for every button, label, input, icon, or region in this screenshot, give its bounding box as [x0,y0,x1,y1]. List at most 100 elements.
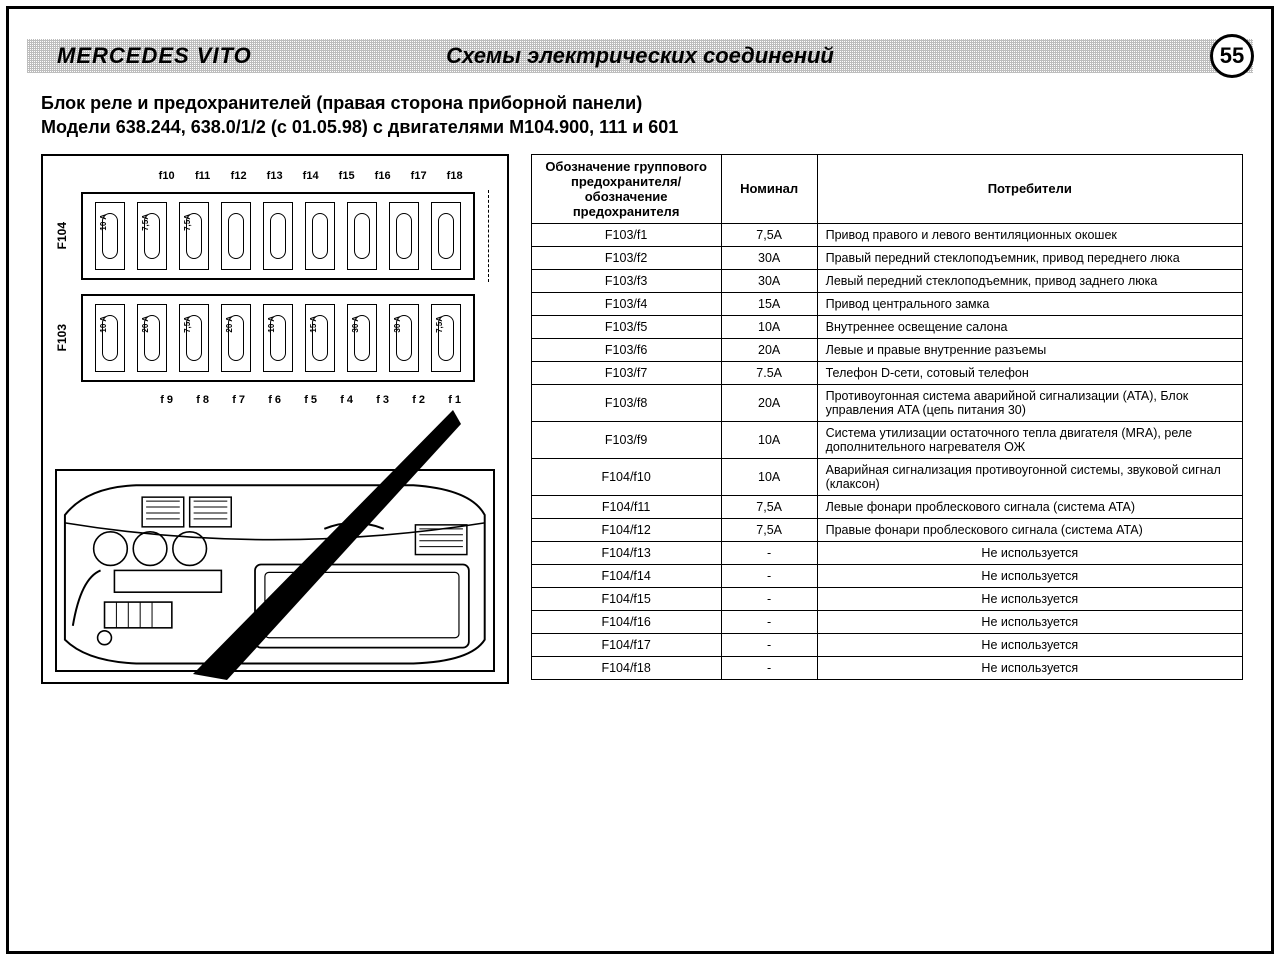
cell-designation: F104/f12 [531,518,721,541]
cell-designation: F103/f9 [531,421,721,458]
dashboard-icon [57,471,493,670]
header-center-title: Схемы электрических соединений [446,43,834,69]
table-row: F104/f16-Не используется [531,610,1242,633]
cell-consumers: Противоугонная система аварийной сигнали… [817,384,1242,421]
fuse-table: Обозначение группового предохранителя/ о… [531,154,1243,680]
fuse-row-F104: F104 10 A7,5A7,5A [55,188,495,284]
fuse-bottom-label: f 4 [329,394,365,406]
fuse-slot: 7,5A [179,304,209,372]
fuse-slot: 30 A [389,304,419,372]
fuse-slot [221,202,251,270]
cell-designation: F104/f16 [531,610,721,633]
fuse-box-bottom: 10 A20 A7,5A20 A10 A15 A30 A30 A7,5A [81,294,475,382]
cell-designation: F103/f8 [531,384,721,421]
content-row: f10f11f12f13f14f15f16f17f18 F104 10 A 7,5… [41,154,1243,684]
fuse-amp-label: 7,5A [183,214,192,231]
table-row: F103/f77.5AТелефон D-сети, сотовый телеф… [531,361,1242,384]
diagram-column: f10f11f12f13f14f15f16f17f18 F104 10 A 7,5… [41,154,509,684]
cell-consumers: Аварийная сигнализация противоугонной си… [817,458,1242,495]
fuse-bottom-label: f 9 [149,394,185,406]
fuse-icon [396,213,412,259]
fuse-bottom-label: f 1 [437,394,473,406]
cell-nominal: 7,5A [721,223,817,246]
table-row: F104/f14-Не используется [531,564,1242,587]
cell-designation: F104/f10 [531,458,721,495]
fuse-icon [438,213,454,259]
col-header-designation: Обозначение группового предохранителя/ о… [531,154,721,223]
table-row: F104/f13-Не используется [531,541,1242,564]
fuse-top-label: f15 [329,170,365,182]
table-row: F103/f330AЛевый передний стеклоподъемник… [531,269,1242,292]
cell-designation: F103/f6 [531,338,721,361]
cell-consumers: Не используется [817,656,1242,679]
cell-designation: F104/f17 [531,633,721,656]
table-row: F104/f17-Не используется [531,633,1242,656]
fuse-bottom-label: f 6 [257,394,293,406]
cell-nominal: - [721,541,817,564]
cell-nominal: 30A [721,246,817,269]
fuse-icon [312,213,328,259]
cell-consumers: Не используется [817,541,1242,564]
cell-consumers: Привод правого и левого вентиляционных о… [817,223,1242,246]
dashboard-illustration [55,469,495,672]
cell-nominal: 20A [721,338,817,361]
fuse-amp-label: 7,5A [435,316,444,333]
fuse-amp-label: 15 A [309,316,318,333]
fuse-top-label: f17 [401,170,437,182]
table-row: F103/f820AПротивоугонная система аварийн… [531,384,1242,421]
page-border: MERCEDES VITO Схемы электрических соедин… [6,6,1274,954]
cell-consumers: Не используется [817,587,1242,610]
cell-consumers: Система утилизации остаточного тепла дви… [817,421,1242,458]
cell-consumers: Правый передний стеклоподъемник, привод … [817,246,1242,269]
fuse-row-F103: F103 10 A20 A7,5A20 A10 A15 A30 A30 A7,5… [55,290,495,386]
fuse-slot: 10 A [95,304,125,372]
cell-nominal: 10A [721,315,817,338]
fuse-box-top: 10 A7,5A7,5A [81,192,475,280]
fuse-top-labels: f10f11f12f13f14f15f16f17f18 [55,170,495,182]
cell-nominal: 30A [721,269,817,292]
fuse-top-label: f12 [221,170,257,182]
cell-designation: F104/f13 [531,541,721,564]
col-header-consumers: Потребители [817,154,1242,223]
header-bar: MERCEDES VITO Схемы электрических соедин… [27,39,1253,73]
fuse-bottom-label: f 7 [221,394,257,406]
fuse-slot [263,202,293,270]
table-row: F104/f117,5AЛевые фонари проблескового с… [531,495,1242,518]
cell-consumers: Не используется [817,564,1242,587]
cell-designation: F104/f14 [531,564,721,587]
fuse-slot [305,202,335,270]
fuse-slot: 30 A [347,304,377,372]
cell-designation: F103/f4 [531,292,721,315]
cell-nominal: 7,5A [721,495,817,518]
table-row: F103/f510AВнутреннее освещение салона [531,315,1242,338]
table-row: F103/f230AПравый передний стеклоподъемни… [531,246,1242,269]
table-header-row: Обозначение группового предохранителя/ о… [531,154,1242,223]
fuse-top-label: f18 [437,170,473,182]
cell-designation: F103/f7 [531,361,721,384]
cell-nominal: - [721,633,817,656]
cell-consumers: Левые и правые внутренние разъемы [817,338,1242,361]
cell-nominal: 10A [721,458,817,495]
cell-nominal: - [721,610,817,633]
cell-consumers: Левый передний стеклоподъемник, привод з… [817,269,1242,292]
fuse-slot: 20 A [137,304,167,372]
fuse-slot: 7,5A [137,202,167,270]
fuse-amp-label: 7,5A [141,214,150,231]
table-row: F104/f1010AАварийная сигнализация против… [531,458,1242,495]
cell-designation: F103/f1 [531,223,721,246]
cell-consumers: Правые фонари проблескового сигнала (сис… [817,518,1242,541]
cell-nominal: - [721,564,817,587]
fuse-bottom-labels: f 9f 8f 7f 6f 5f 4f 3f 2f 1 [55,392,495,406]
table-row: F103/f910AСистема утилизации остаточного… [531,421,1242,458]
fuse-slot: 15 A [305,304,335,372]
cell-designation: F104/f11 [531,495,721,518]
row-label-F104: F104 [55,222,73,249]
fuse-icon [228,213,244,259]
table-row: F104/f18-Не используется [531,656,1242,679]
fuse-slot [347,202,377,270]
cell-designation: F104/f18 [531,656,721,679]
fuse-slot: 20 A [221,304,251,372]
fuse-bottom-label: f 5 [293,394,329,406]
cell-nominal: - [721,656,817,679]
cell-consumers: Телефон D-сети, сотовый телефон [817,361,1242,384]
